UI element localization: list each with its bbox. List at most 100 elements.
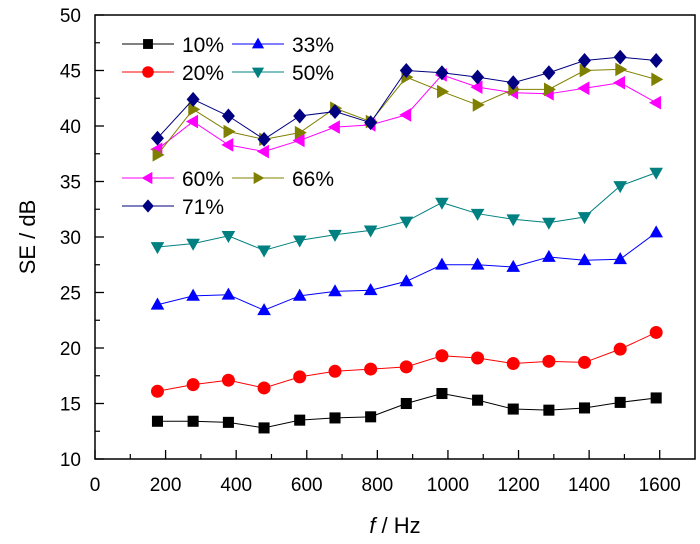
series-50pct-point (613, 181, 628, 194)
x-tick-label: 800 (362, 475, 394, 496)
series-10pct-point (187, 415, 199, 427)
series-50pct-line (157, 172, 657, 251)
series-66pct-point (651, 72, 664, 87)
series-33pct-point (613, 252, 628, 265)
series-10pct-point (222, 416, 234, 428)
legend-marker (142, 199, 154, 213)
legend-item: 71% (122, 196, 224, 219)
series-71pct-point (649, 53, 663, 68)
legend-item: 66% (232, 168, 334, 191)
series-33pct-point (577, 253, 592, 266)
series-33pct-point (542, 249, 556, 262)
series-66pct-point (472, 98, 485, 112)
x-tick-label: 200 (150, 475, 182, 496)
series-20pct-point (293, 370, 307, 384)
series-71pct-point (435, 65, 449, 81)
x-tick-label: 1400 (568, 475, 610, 496)
series-10pct-point (400, 397, 412, 410)
series-71pct-point (471, 69, 485, 85)
legend-label: 33% (292, 34, 334, 57)
series-50pct-point (470, 208, 485, 221)
series-60pct-point (256, 144, 269, 159)
series-33pct-point (257, 303, 271, 316)
x-tick-label: 400 (220, 475, 252, 496)
series-50pct-point (221, 231, 236, 244)
legend-label: 10% (182, 34, 224, 57)
series-71pct-point (506, 75, 520, 91)
series-10pct-point (472, 394, 484, 406)
series-66pct-point (437, 84, 450, 99)
series-10pct-point (151, 415, 163, 427)
y-tick-label: 40 (60, 117, 81, 138)
y-tick-label: 30 (60, 228, 81, 249)
series-layer (150, 49, 664, 434)
legend-marker (251, 67, 265, 79)
legend-marker (142, 66, 154, 78)
series-33pct-point (649, 225, 664, 238)
series-60pct-point (292, 133, 305, 148)
series-20pct-point (364, 362, 378, 376)
series-50pct-point (649, 167, 664, 180)
series-20pct-point (150, 384, 164, 398)
legend-item: 50% (232, 62, 334, 85)
series-71pct-point (186, 91, 200, 107)
series-20pct-point (506, 357, 520, 371)
series-60pct-point (577, 81, 590, 96)
series-50pct-point (257, 245, 271, 258)
series-33pct-point (399, 274, 414, 287)
legend-label: 50% (292, 62, 334, 85)
y-tick-label: 45 (60, 62, 81, 83)
series-33pct-point (506, 259, 521, 272)
series-33pct (150, 225, 664, 316)
x-tick-label: 0 (90, 475, 101, 496)
series-33pct-point (363, 283, 378, 296)
series-20pct-point (435, 349, 449, 363)
series-33pct-point (435, 257, 449, 270)
y-tick-label: 10 (60, 450, 81, 471)
x-axis-title: f / Hz (369, 513, 420, 538)
series-66pct-point (188, 102, 201, 117)
series-71pct-point (257, 131, 271, 147)
series-50pct-point (577, 212, 592, 225)
series-71pct (150, 49, 663, 147)
series-60pct-point (221, 138, 234, 152)
x-axis-title-italic: f (369, 513, 378, 538)
x-tick-label: 1200 (497, 475, 539, 496)
series-10pct-point (650, 392, 662, 404)
legend-label: 60% (182, 168, 224, 191)
series-50pct-point (150, 242, 165, 255)
series-60pct-point (399, 108, 412, 122)
series-20pct-point (221, 373, 235, 387)
series-20pct-point (542, 354, 556, 368)
series-60pct-point (470, 80, 483, 94)
series-50pct (150, 167, 664, 258)
series-10pct-point (507, 403, 519, 415)
series-60pct-point (613, 75, 626, 90)
series-20pct (150, 325, 663, 398)
series-20pct-point (578, 355, 592, 369)
legend: 10% 20% 33% 50% 60% 66% 71% (122, 34, 334, 219)
series-71pct-point (293, 108, 307, 124)
series-33pct-point (328, 284, 342, 297)
x-tick-label: 1600 (639, 475, 681, 496)
series-71pct-point (364, 115, 378, 131)
series-66pct-point (579, 63, 592, 78)
series-50pct-point (506, 214, 521, 227)
series-71pct-point (399, 63, 413, 78)
legend-item: 10% (122, 34, 224, 57)
series-66pct-point (544, 82, 557, 97)
y-tick-label: 15 (60, 395, 81, 416)
legend-marker (143, 39, 153, 49)
series-66pct-point (152, 148, 165, 162)
series-10pct-point (294, 414, 306, 426)
series-71pct-point (613, 49, 627, 65)
series-50pct-point (363, 225, 378, 238)
series-10pct-point (436, 387, 448, 400)
series-33pct-point (292, 288, 307, 301)
series-20pct-point (399, 360, 413, 374)
series-71pct-point (542, 65, 556, 81)
legend-item: 33% (232, 34, 334, 57)
y-tick-label: 35 (60, 173, 81, 194)
series-10pct-point (579, 402, 591, 414)
